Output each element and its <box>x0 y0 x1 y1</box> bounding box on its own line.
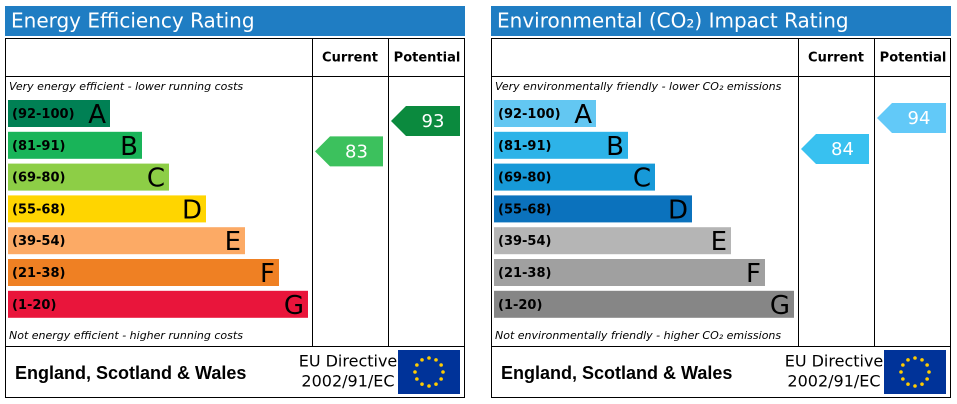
panel-title: Energy Efficiency Rating <box>11 9 255 33</box>
band-range: (92-100) <box>12 107 75 122</box>
eu-star <box>925 377 929 381</box>
directive: 2002/91/EC <box>787 372 880 391</box>
top-note: Very environmentally friendly - lower CO… <box>495 80 782 93</box>
rating-value: 93 <box>422 111 445 132</box>
rating-value: 84 <box>831 139 854 160</box>
eu-star <box>906 382 910 386</box>
band-letter: C <box>147 164 165 194</box>
eu-star <box>920 358 924 362</box>
band-bar <box>8 163 169 191</box>
title-bar <box>491 6 951 36</box>
bottom-note: Not energy efficient - higher running co… <box>9 329 243 342</box>
rating-arrow <box>877 103 946 133</box>
band-range: (55-68) <box>12 202 65 217</box>
eu-star <box>434 358 438 362</box>
band-range: (55-68) <box>498 202 551 217</box>
band-range: (39-54) <box>498 234 551 249</box>
column-header: Current <box>808 51 864 66</box>
eu-star <box>901 363 905 367</box>
top-note: Very energy efficient - lower running co… <box>9 80 243 93</box>
eu-star <box>420 358 424 362</box>
band-bar <box>494 227 731 255</box>
band-letter: C <box>633 164 651 194</box>
directive: EU Directive <box>299 352 398 371</box>
frame <box>5 38 465 398</box>
eu-star <box>925 363 929 367</box>
eu-star <box>415 377 419 381</box>
band-range: (81-91) <box>498 139 551 154</box>
region: England, Scotland & Wales <box>501 363 732 383</box>
eu-star <box>420 382 424 386</box>
eu-star <box>441 370 445 374</box>
eu-star <box>920 382 924 386</box>
band-letter: F <box>746 259 761 289</box>
rating-arrow <box>391 106 460 136</box>
rating-value: 83 <box>345 141 368 162</box>
eu-star <box>899 370 903 374</box>
band-range: (21-38) <box>12 266 65 281</box>
eu-star <box>927 370 931 374</box>
directive: EU Directive <box>785 352 884 371</box>
column-header: Current <box>322 51 378 66</box>
band-bar <box>8 131 142 159</box>
band-letter: G <box>284 291 304 321</box>
eu-star <box>913 384 917 388</box>
band-letter: G <box>770 291 790 321</box>
band-letter: A <box>574 100 592 130</box>
eu-star <box>439 377 443 381</box>
band-letter: F <box>260 259 275 289</box>
band-bar <box>494 100 596 127</box>
band-bar <box>8 227 245 255</box>
band-letter: D <box>182 195 202 225</box>
band-range: (1-20) <box>498 298 542 313</box>
column-header: Potential <box>880 51 947 66</box>
band-bar <box>494 163 655 191</box>
band-letter: A <box>88 100 106 130</box>
rating-panel: Environmental (CO₂) Impact Rating Current… <box>491 6 951 398</box>
frame <box>491 38 951 398</box>
band-bar <box>494 259 765 286</box>
eu-star <box>434 382 438 386</box>
eu-star <box>415 363 419 367</box>
eu-star <box>906 358 910 362</box>
panel-title: Environmental (CO₂) Impact Rating <box>497 9 849 33</box>
band-range: (1-20) <box>12 298 56 313</box>
eu-star <box>413 370 417 374</box>
eu-star <box>427 356 431 360</box>
band-bar <box>494 131 628 159</box>
band-bar <box>8 195 206 223</box>
band-letter: B <box>606 132 624 162</box>
eu-star <box>901 377 905 381</box>
band-range: (21-38) <box>498 266 551 281</box>
band-letter: E <box>225 227 241 257</box>
region: England, Scotland & Wales <box>15 363 246 383</box>
eu-star <box>913 356 917 360</box>
rating-arrow <box>315 136 383 167</box>
band-bar <box>494 195 692 223</box>
band-bar <box>8 290 308 318</box>
band-range: (69-80) <box>12 171 65 186</box>
directive: 2002/91/EC <box>301 372 394 391</box>
bottom-note: Not environmentally friendly - higher CO… <box>495 329 781 342</box>
title-bar <box>5 6 465 36</box>
eu-star <box>439 363 443 367</box>
band-letter: B <box>120 132 138 162</box>
rating-arrow <box>801 133 869 164</box>
band-letter: D <box>668 195 688 225</box>
rating-panel: Energy Efficiency Rating Current Potential… <box>5 6 465 398</box>
eu-star <box>427 384 431 388</box>
rating-value: 94 <box>908 108 931 129</box>
band-range: (92-100) <box>498 107 561 122</box>
band-range: (69-80) <box>498 171 551 186</box>
band-bar <box>494 290 794 318</box>
band-bar <box>8 259 279 286</box>
band-range: (39-54) <box>12 234 65 249</box>
band-letter: E <box>711 227 727 257</box>
band-range: (81-91) <box>12 139 65 154</box>
column-header: Potential <box>394 51 461 66</box>
band-bar <box>8 100 110 127</box>
